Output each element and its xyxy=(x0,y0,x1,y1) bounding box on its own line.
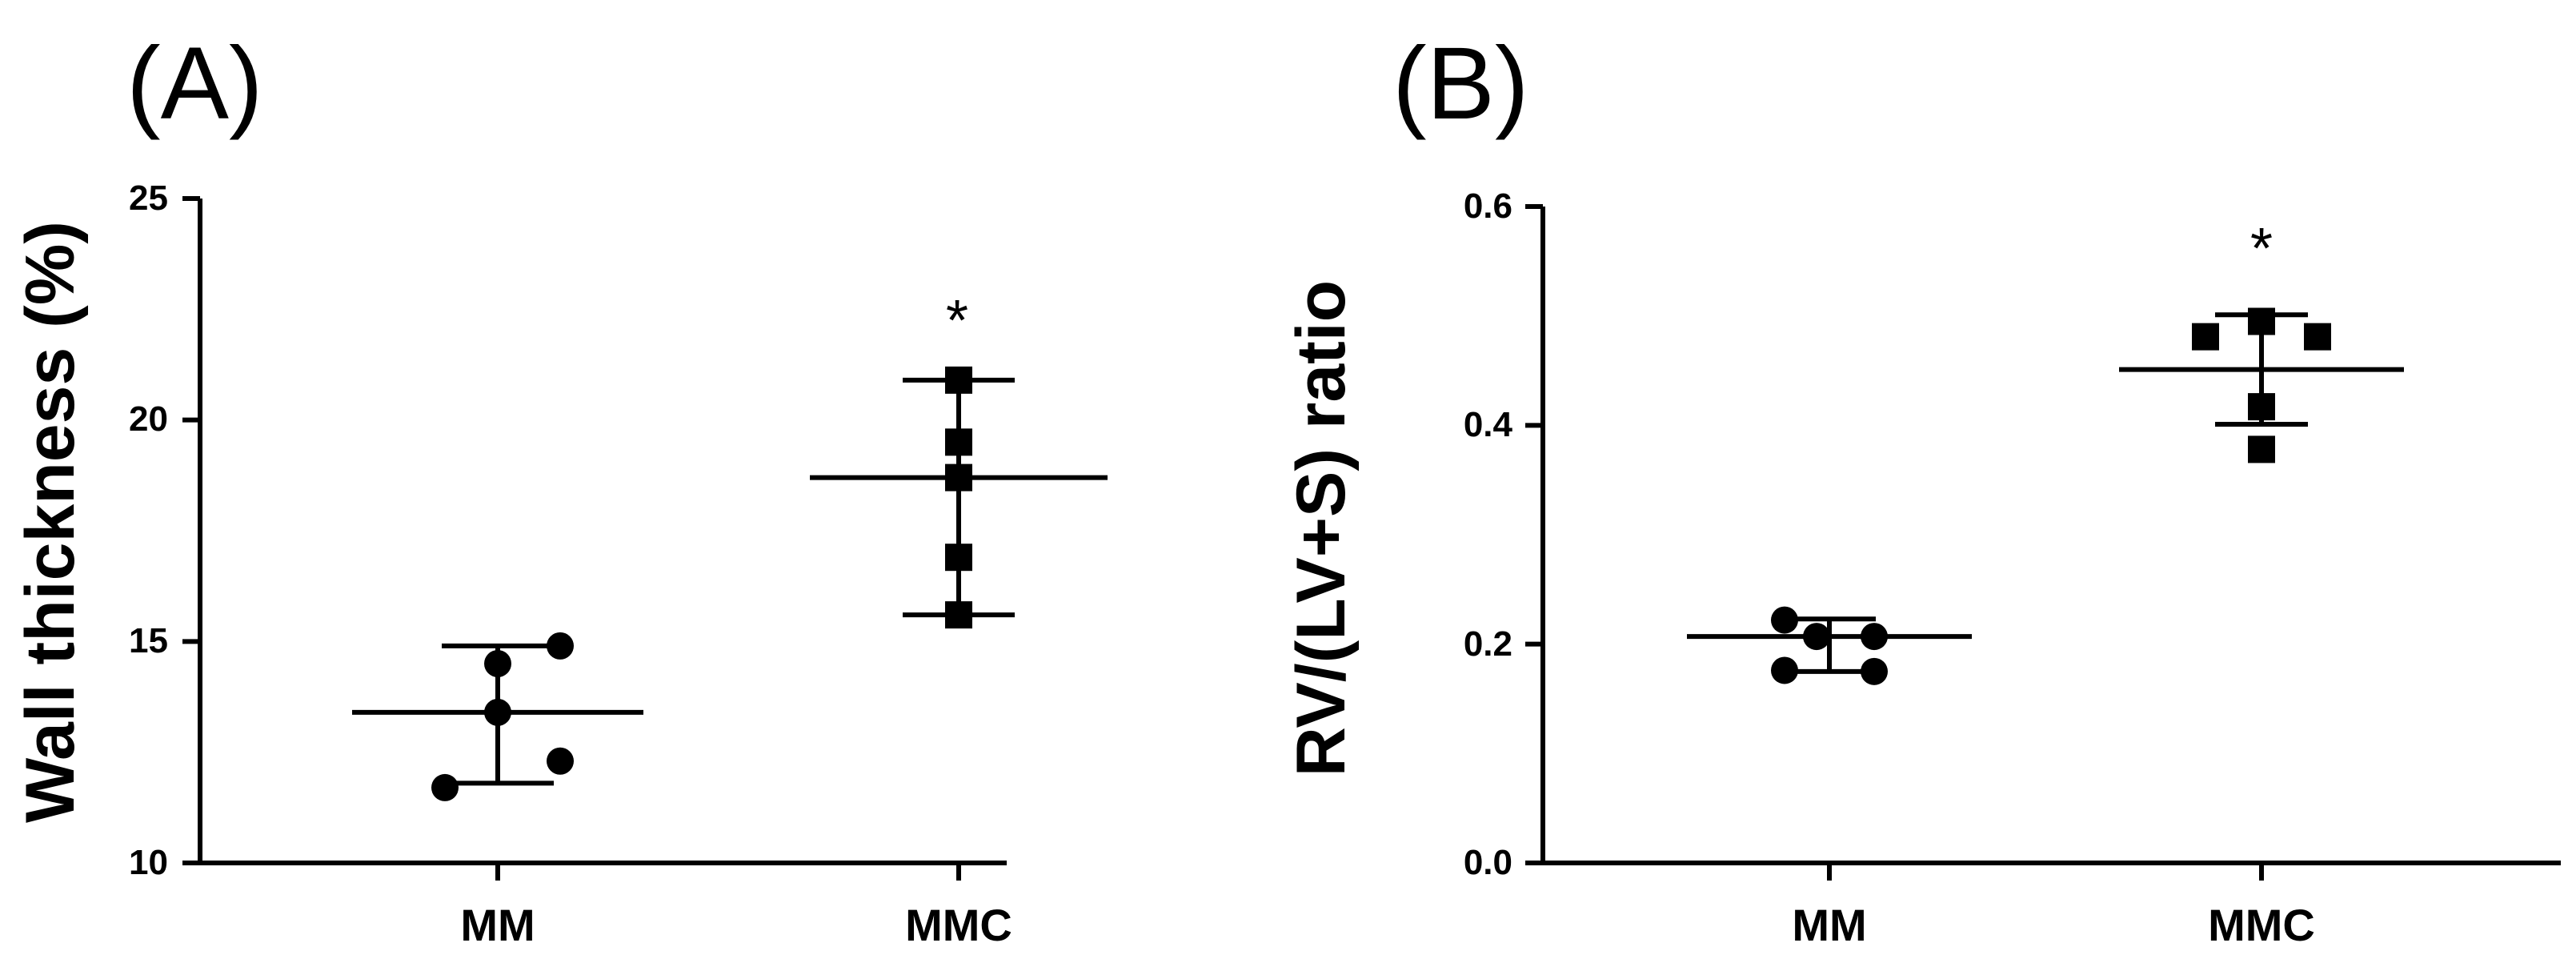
y-tick-label-a-0: 10 xyxy=(129,843,168,882)
y-tick-label-b-3: 0.6 xyxy=(1464,187,1512,226)
data-point-b-mmc-4 xyxy=(2248,435,2275,463)
y-tick-label-a-3: 25 xyxy=(129,179,168,218)
data-point-b-mmc-2 xyxy=(2304,323,2331,351)
significance-marker-b: * xyxy=(2250,217,2273,281)
chart-a-svg: (A) Wall thickness (%) 10 15 20 25 MM MM… xyxy=(12,26,1108,950)
data-point-b-mmc-1 xyxy=(2192,323,2219,351)
data-point-a-mmc-3 xyxy=(945,544,972,572)
panel-a-chart: (A) Wall thickness (%) 10 15 20 25 MM MM… xyxy=(12,26,1108,950)
y-axis-title-a: Wall thickness (%) xyxy=(12,221,89,823)
data-point-a-mm-3 xyxy=(547,747,574,775)
data-point-b-mmc-0 xyxy=(2248,307,2275,335)
data-point-a-mm-1 xyxy=(484,650,511,677)
data-point-b-mmc-3 xyxy=(2248,393,2275,421)
y-tick-label-b-0: 0.0 xyxy=(1464,843,1512,882)
y-tick-label-b-2: 0.4 xyxy=(1464,405,1513,444)
x-category-label-a-mm: MM xyxy=(460,900,535,950)
data-point-a-mm-2 xyxy=(484,698,511,726)
data-point-a-mmc-1 xyxy=(945,428,972,456)
data-point-b-mm-0 xyxy=(1771,606,1798,634)
data-point-a-mmc-2 xyxy=(945,463,972,492)
data-point-b-mm-4 xyxy=(1861,657,1888,685)
panel-label-a: (A) xyxy=(126,26,263,141)
x-category-label-a-mmc: MMC xyxy=(905,900,1012,950)
chart-b-svg: (B) RV/(LV+S) ratio 0.0 0.2 0.4 0.6 MM M… xyxy=(1288,26,2561,950)
data-point-b-mm-2 xyxy=(1861,623,1888,651)
data-point-b-mm-3 xyxy=(1771,656,1798,684)
y-tick-label-b-1: 0.2 xyxy=(1464,624,1512,664)
y-axis-title-b: RV/(LV+S) ratio xyxy=(1288,280,1360,776)
significance-marker-a: * xyxy=(946,289,968,353)
y-tick-label-a-2: 20 xyxy=(129,399,168,439)
data-point-a-mm-0 xyxy=(547,632,574,660)
panel-b-chart: (B) RV/(LV+S) ratio 0.0 0.2 0.4 0.6 MM M… xyxy=(1288,0,2576,967)
data-point-a-mm-4 xyxy=(431,773,459,801)
y-tick-label-a-1: 15 xyxy=(129,621,168,660)
data-point-a-mmc-4 xyxy=(945,601,972,629)
data-point-a-mmc-0 xyxy=(945,366,972,394)
x-category-label-b-mm: MM xyxy=(1792,900,1866,950)
panel-label-b: (B) xyxy=(1392,26,1529,141)
data-point-b-mm-1 xyxy=(1803,623,1830,651)
x-category-label-b-mmc: MMC xyxy=(2208,900,2315,950)
